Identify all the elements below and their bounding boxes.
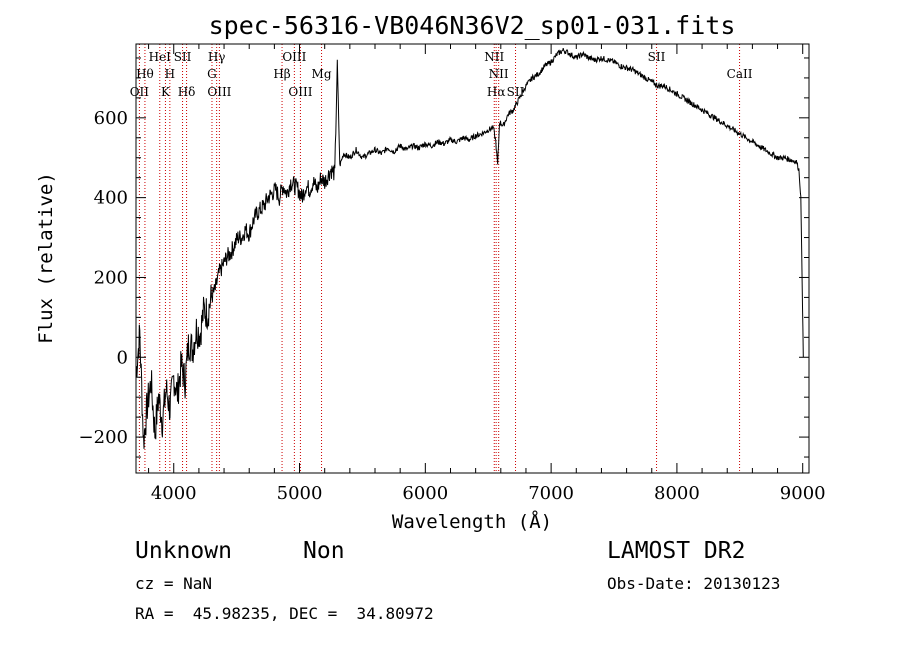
x-tick-label-9000: 9000 — [780, 483, 826, 504]
x-tick-label-7000: 7000 — [528, 483, 574, 504]
obs-date: Obs-Date: 20130123 — [607, 574, 781, 593]
line-label-14: NII — [484, 50, 504, 64]
line-label-0: OII — [130, 85, 150, 99]
y-tick-label-200: 200 — [94, 267, 128, 288]
y-tick-label-400: 400 — [94, 188, 128, 209]
coordinates: RA = 45.98235, DEC = 34.80972 — [135, 604, 434, 623]
x-tick-label-5000: 5000 — [277, 483, 323, 504]
line-label-10: Hβ — [273, 67, 290, 81]
line-label-6: Hδ — [178, 85, 196, 99]
y-tick-label-0: 0 — [117, 347, 128, 368]
line-label-12: OIII — [288, 85, 312, 99]
line-label-7: G — [207, 67, 217, 81]
line-label-15: Hα — [487, 85, 506, 99]
object-subclass: Non — [303, 538, 345, 564]
line-label-18: SII — [648, 50, 666, 64]
line-label-8: Hγ — [208, 50, 226, 64]
plot-frame — [135, 43, 810, 474]
line-label-11: OIII — [282, 50, 306, 64]
line-label-9: OIII — [207, 85, 231, 99]
y-tick-label-600: 600 — [94, 108, 128, 129]
spectrum-line — [135, 47, 804, 449]
object-class: Unknown — [135, 538, 232, 564]
emission-line-markers: OIIHθHeIKHSIIHδGHγOIIIHβOIIIOIIIMgNIIHαN… — [130, 44, 753, 473]
x-tick-label-8000: 8000 — [654, 483, 700, 504]
line-label-19: CaII — [727, 67, 753, 81]
line-label-5: SII — [174, 50, 192, 64]
x-tick-label-4000: 4000 — [151, 483, 197, 504]
line-label-2: HeI — [149, 50, 172, 64]
axis-ticks: 4000 5000 6000 7000 8000 9000 −200 0 200 400 600 — [79, 44, 826, 504]
y-axis-label: Flux (relative) — [35, 172, 57, 344]
line-label-16: NII — [489, 67, 509, 81]
x-axis-label: Wavelength (Å) — [392, 510, 552, 533]
line-label-4: H — [165, 67, 175, 81]
x-tick-label-6000: 6000 — [402, 483, 448, 504]
redshift-readout: cz = NaN — [135, 574, 213, 593]
survey-name: LAMOST DR2 — [607, 538, 746, 564]
line-label-13: Mg — [312, 67, 332, 81]
line-label-3: K — [161, 85, 171, 99]
y-tick-label--200: −200 — [79, 427, 128, 448]
line-label-1: Hθ — [136, 67, 154, 81]
chart-title: spec-56316-VB046N36V2_sp01-031.fits — [209, 11, 736, 40]
